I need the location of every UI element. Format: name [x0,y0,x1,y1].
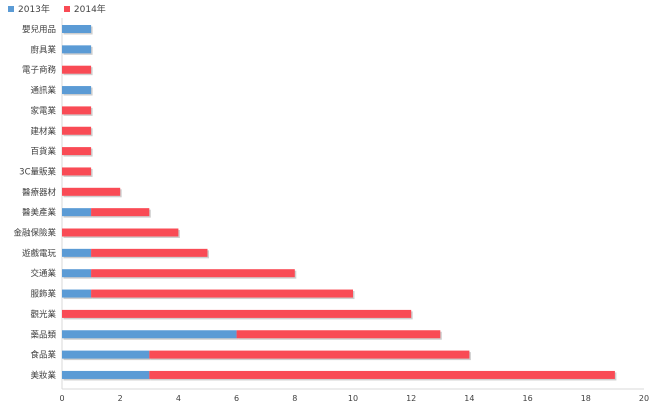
legend-item-2013: 2013年 [8,2,50,15]
bar-2013 [62,370,150,379]
category-label: 醫療器材 [22,187,57,198]
x-tick-label: 20 [639,394,649,403]
bar-2014 [62,187,121,196]
category-label: 遊戲電玩 [22,248,57,259]
category-label: 金融保險業 [13,228,56,239]
x-tick-label: 6 [234,394,239,403]
bar-2014 [91,248,208,257]
x-tick-label: 14 [464,394,474,403]
bar-2014 [62,147,92,156]
category-label: 交通業 [30,268,56,279]
bar-2014 [236,330,441,339]
bar-2014 [149,370,615,379]
bar-2013 [62,350,150,359]
bar-2014 [91,208,150,217]
category-label: 美妝業 [30,370,56,381]
x-tick-label: 0 [59,394,64,403]
x-tick-label: 4 [176,394,181,403]
bar-2014 [62,65,92,74]
x-tick-label: 16 [523,394,533,403]
bar-2014 [62,167,92,176]
category-label: 3C量販業 [19,166,56,177]
x-tick-label: 10 [348,394,358,403]
legend-swatch-2013 [8,5,14,12]
legend: 2013年 2014年 [8,2,106,15]
x-tick-label: 18 [581,394,591,403]
x-tick-label: 2 [118,394,123,403]
bar-2014 [62,228,179,237]
bar-2014 [91,289,353,298]
legend-label-2013: 2013年 [18,5,50,15]
category-label: 觀光業 [30,309,56,320]
bar-2013 [62,289,92,298]
bar-2013 [62,45,92,54]
legend-swatch-2014 [63,5,70,12]
category-label: 廚具業 [30,44,56,55]
bar-2013 [62,330,237,339]
bar-2014 [91,269,295,278]
bar-2013 [62,25,92,33]
category-label: 電子商務 [22,65,57,76]
bar-2014 [62,106,92,115]
legend-label-2014: 2014年 [73,5,106,15]
category-label: 服飾業 [30,289,56,300]
bar-2013 [62,86,92,95]
category-label: 食品業 [30,350,56,361]
x-tick-label: 12 [406,394,416,403]
legend-item-2014: 2014年 [63,2,106,15]
bar-2013 [62,208,92,217]
x-tick-label: 8 [292,394,297,403]
category-label: 嬰兒用品 [22,24,56,35]
category-label: 家電業 [30,105,56,116]
category-label: 通訊業 [30,85,56,96]
category-label: 藥品類 [30,329,56,340]
bar-2014 [62,309,412,318]
category-label: 建材業 [30,126,56,137]
bar-2013 [62,269,92,278]
bar-2014 [62,126,92,135]
category-label: 醫美產業 [22,207,57,218]
bar-2013 [62,248,92,257]
category-label: 百貨業 [30,146,56,157]
bar-2014 [149,350,470,359]
